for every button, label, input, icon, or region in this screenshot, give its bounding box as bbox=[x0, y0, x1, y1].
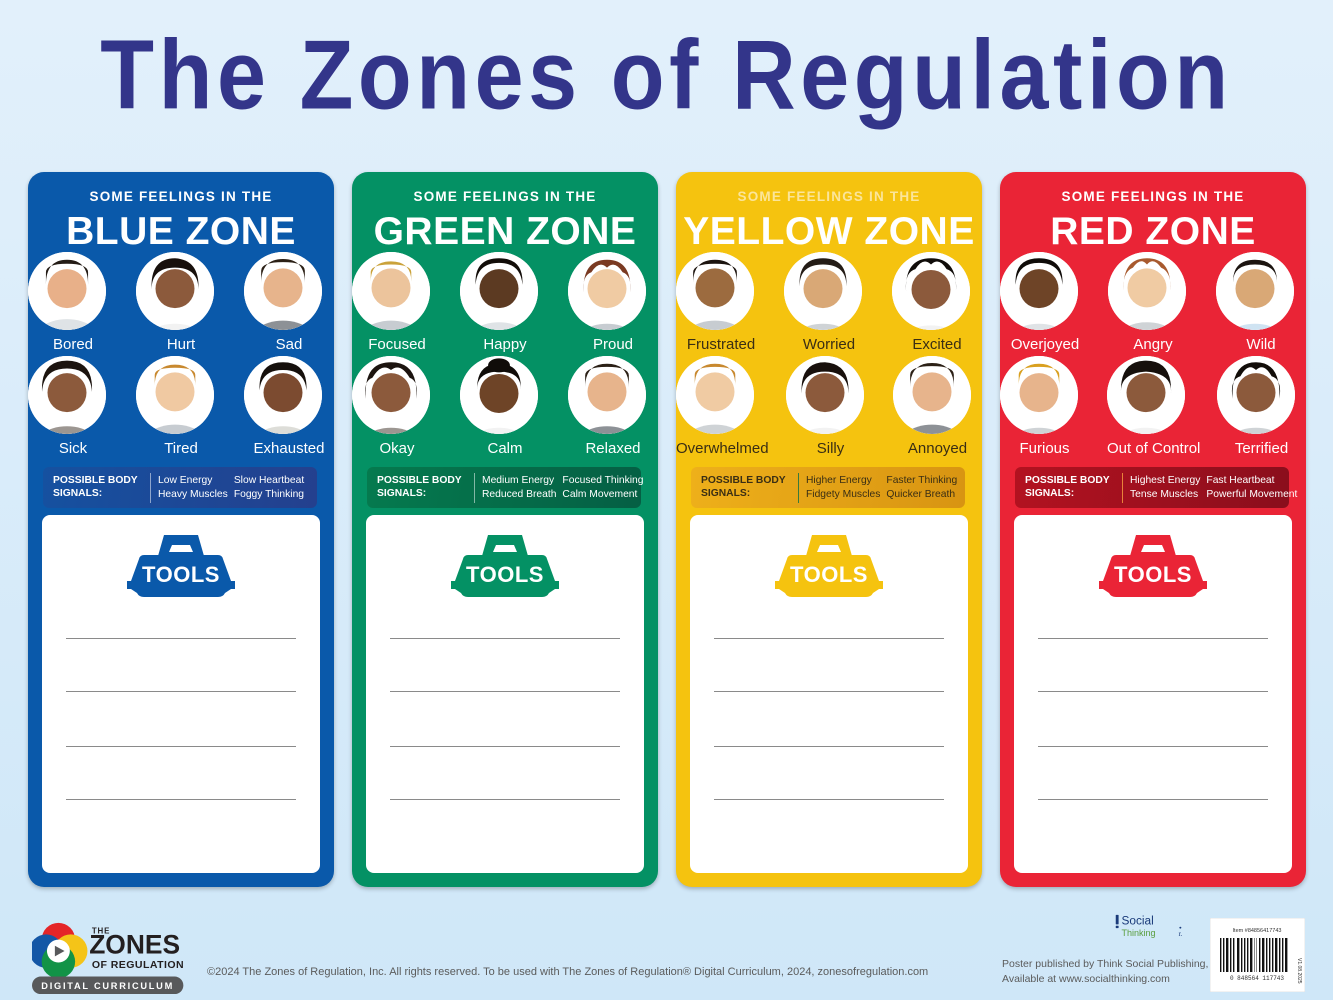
svg-text:Social: Social bbox=[1121, 913, 1153, 927]
svg-text:OF REGULATION: OF REGULATION bbox=[92, 959, 184, 971]
svg-text:Item #84856417743: Item #84856417743 bbox=[1233, 928, 1282, 934]
svg-text:ZONES: ZONES bbox=[89, 930, 180, 960]
svg-text:V1.08.2025: V1.08.2025 bbox=[1296, 958, 1302, 984]
svg-text:Thinking: Thinking bbox=[1121, 928, 1155, 938]
svg-text:0 848564 117743: 0 848564 117743 bbox=[1230, 975, 1284, 982]
svg-text:DIGITAL CURRICULUM: DIGITAL CURRICULUM bbox=[41, 981, 174, 991]
svg-text:r.: r. bbox=[1178, 930, 1182, 938]
